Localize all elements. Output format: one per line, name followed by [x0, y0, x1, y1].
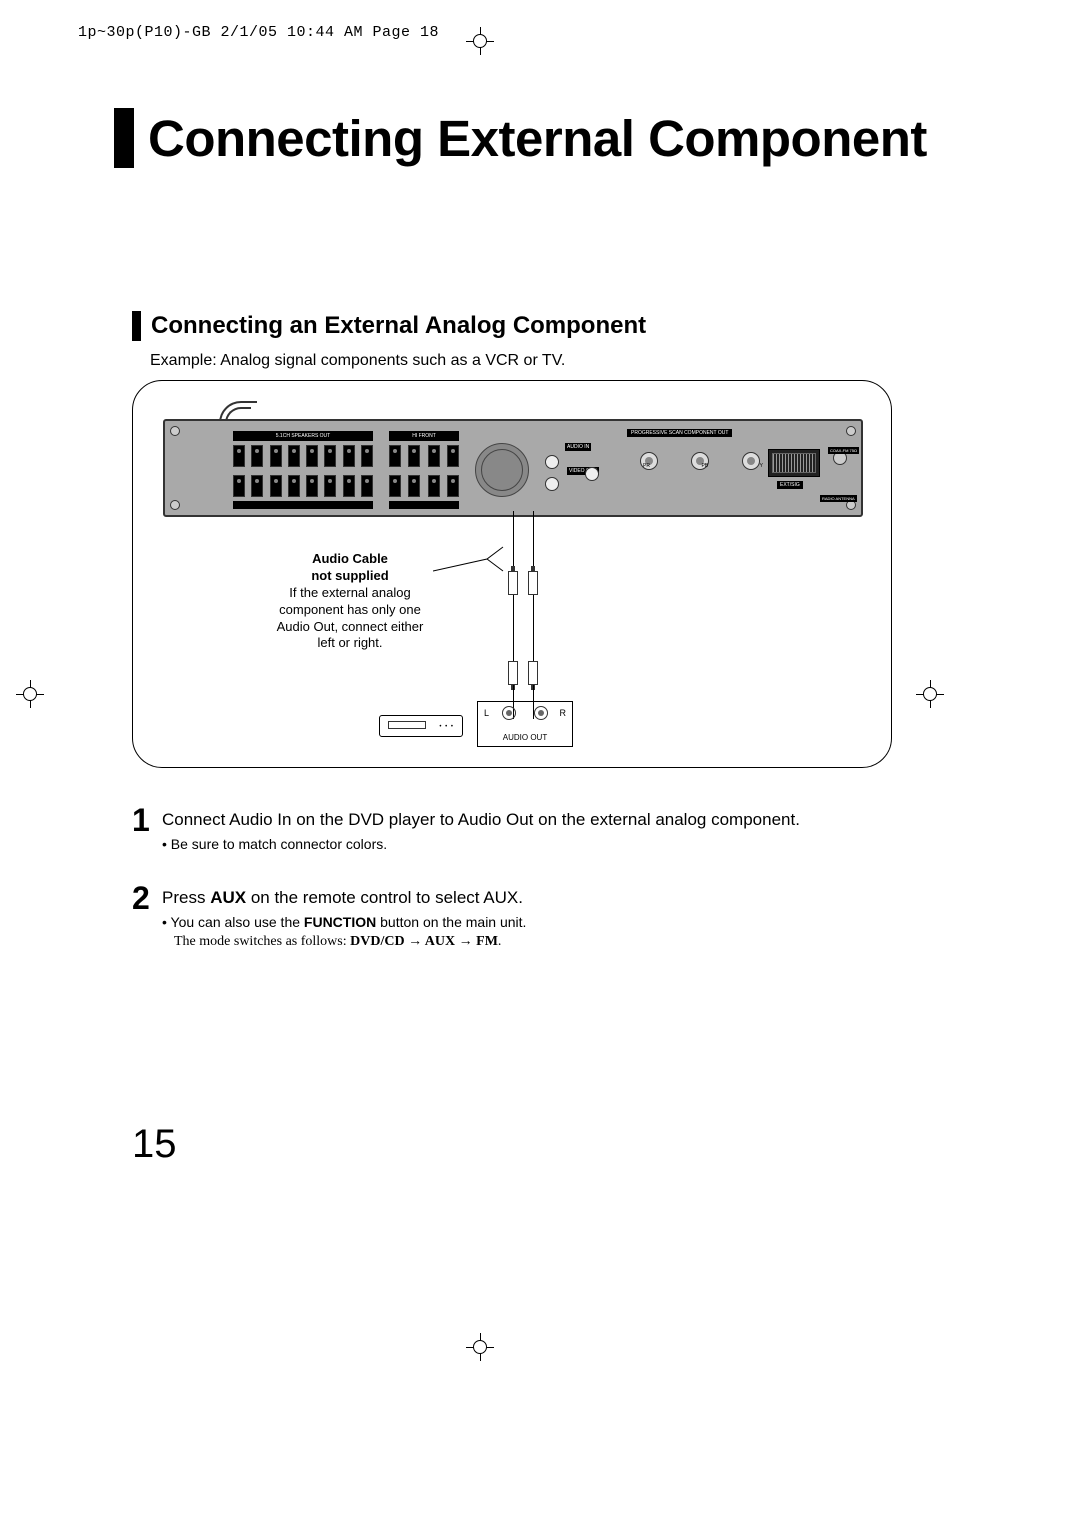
- step-2-text: Press AUX on the remote control to selec…: [162, 888, 892, 908]
- title-accent-bar: [114, 108, 134, 168]
- audio-cable-note: Audio Cable not supplied If the external…: [262, 551, 438, 652]
- audio-in-l-jack: [545, 455, 559, 469]
- section-heading-block: Connecting an External Analog Component: [132, 311, 646, 341]
- antenna-label: RADIO ANTENNA: [820, 495, 857, 502]
- pb-label: PB: [701, 463, 708, 469]
- audio-in-r-jack: [545, 477, 559, 491]
- component-out-label: PROGRESSIVE SCAN COMPONENT OUT: [627, 429, 732, 437]
- rca-plug-top-r: [528, 571, 538, 595]
- note-subtitle: not supplied: [262, 568, 438, 585]
- ext-audio-out-l-jack: [502, 706, 516, 720]
- audio-in-label: AUDIO IN: [565, 443, 591, 451]
- note-line2: component has only one: [262, 602, 438, 619]
- example-text: Example: Analog signal components such a…: [150, 352, 565, 370]
- speaker-terminals-hifront: HI FRONT: [389, 433, 459, 505]
- rca-cable-pair: [506, 511, 542, 731]
- step-2-bullet: • You can also use the FUNCTION button o…: [162, 914, 892, 930]
- rca-plug-bot-r: [528, 661, 538, 685]
- scart-connector: [768, 449, 820, 477]
- ext-r-label: R: [560, 708, 567, 718]
- scart-label: EXT/SIG: [777, 481, 803, 489]
- cooling-fan: [475, 443, 529, 497]
- audio-in-video-out-block: AUDIO IN VIDEO OUT: [545, 449, 605, 499]
- section-accent-bar: [132, 311, 141, 341]
- speakers-out-label: 5.1CH SPEAKERS OUT: [233, 431, 373, 441]
- section-title: Connecting an External Analog Component: [151, 312, 646, 340]
- note-line1: If the external analog: [262, 585, 438, 602]
- rca-plug-top-l: [508, 571, 518, 595]
- video-out-jack: [585, 467, 599, 481]
- step-2: 2 Press AUX on the remote control to sel…: [132, 888, 892, 950]
- y-label: Y: [760, 463, 763, 469]
- antenna-block: [830, 451, 850, 491]
- step-2-mode-line: The mode switches as follows: DVD/CD → A…: [174, 934, 892, 950]
- connection-diagram: 5.1CH SPEAKERS OUT HI FRONT: [132, 380, 892, 768]
- page-title-block: Connecting External Component: [114, 108, 927, 168]
- note-line4: left or right.: [262, 635, 438, 652]
- dvd-rear-panel: 5.1CH SPEAKERS OUT HI FRONT: [163, 419, 863, 517]
- pr-label: PR: [643, 463, 650, 469]
- page-title: Connecting External Component: [148, 109, 927, 168]
- step-2-number: 2: [132, 880, 150, 917]
- vcr-device: • • •: [379, 715, 463, 737]
- step-1-bullet: • Be sure to match connector colors.: [162, 836, 892, 852]
- header-meta: 1p~30p(P10)-GB 2/1/05 10:44 AM Page 18: [78, 24, 439, 41]
- step-1-text: Connect Audio In on the DVD player to Au…: [162, 810, 892, 830]
- step-1-number: 1: [132, 802, 150, 839]
- ext-audio-out-r-jack: [534, 706, 548, 720]
- component-out-jacks: [640, 443, 760, 479]
- rca-plug-bot-l: [508, 661, 518, 685]
- note-title: Audio Cable: [262, 551, 438, 568]
- ext-audio-out-label: AUDIO OUT: [478, 733, 572, 742]
- external-component-audio-out: L R AUDIO OUT: [477, 701, 573, 747]
- speaker-terminals-main: 5.1CH SPEAKERS OUT: [233, 433, 373, 505]
- coax-label: COAX-FM 75Ω: [828, 447, 859, 454]
- hifront-label: HI FRONT: [389, 431, 459, 441]
- note-line3: Audio Out, connect either: [262, 619, 438, 636]
- step-1: 1 Connect Audio In on the DVD player to …: [132, 810, 892, 852]
- ext-l-label: L: [484, 708, 489, 718]
- page-number: 15: [132, 1122, 177, 1167]
- note-leader-line: [433, 561, 499, 601]
